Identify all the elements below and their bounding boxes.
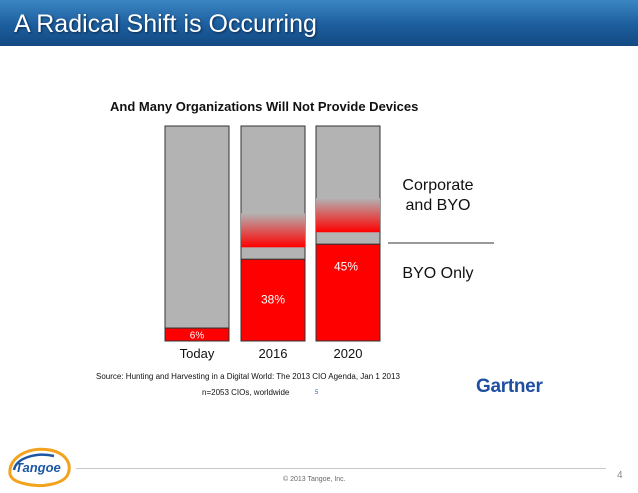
copyright: © 2013 Tangoe, Inc.: [283, 476, 346, 483]
tangoe-logo: Tangoe: [8, 447, 71, 488]
bar-transition-2016: [241, 213, 305, 248]
slide-title: A Radical Shift is Occurring: [14, 10, 317, 38]
data-label-2016: 38%: [261, 292, 285, 306]
category-label-2020: 2020: [334, 346, 363, 361]
legend-byo-only: BYO Only: [402, 265, 474, 282]
bar-byo-Today: [164, 327, 230, 342]
sample-note: 5: [315, 390, 319, 396]
category-label-Today: Today: [180, 346, 215, 361]
data-label-2020: 45%: [334, 259, 358, 273]
page-number: 4: [617, 470, 623, 481]
title-banner: A Radical Shift is Occurring: [0, 0, 638, 46]
gartner-logo: Gartner: [476, 376, 543, 397]
legend-corporate-and-byo: Corporate and BYO: [402, 177, 474, 214]
bar-corporate-Today: [164, 125, 230, 329]
footer-divider: [76, 468, 606, 469]
bar-byo-2020: [315, 243, 381, 342]
chart-title: And Many Organizations Will Not Provide …: [110, 99, 419, 114]
sample-size: n=2053 CIOs, worldwide: [202, 388, 290, 397]
bar-byo-2016: [240, 258, 306, 342]
category-label-2016: 2016: [259, 346, 288, 361]
data-label-Today: 6%: [190, 331, 205, 342]
svg-text:Tangoe: Tangoe: [15, 460, 61, 475]
bar-transition-2020: [316, 198, 380, 233]
source-citation: Source: Hunting and Harvesting in a Digi…: [96, 372, 400, 381]
